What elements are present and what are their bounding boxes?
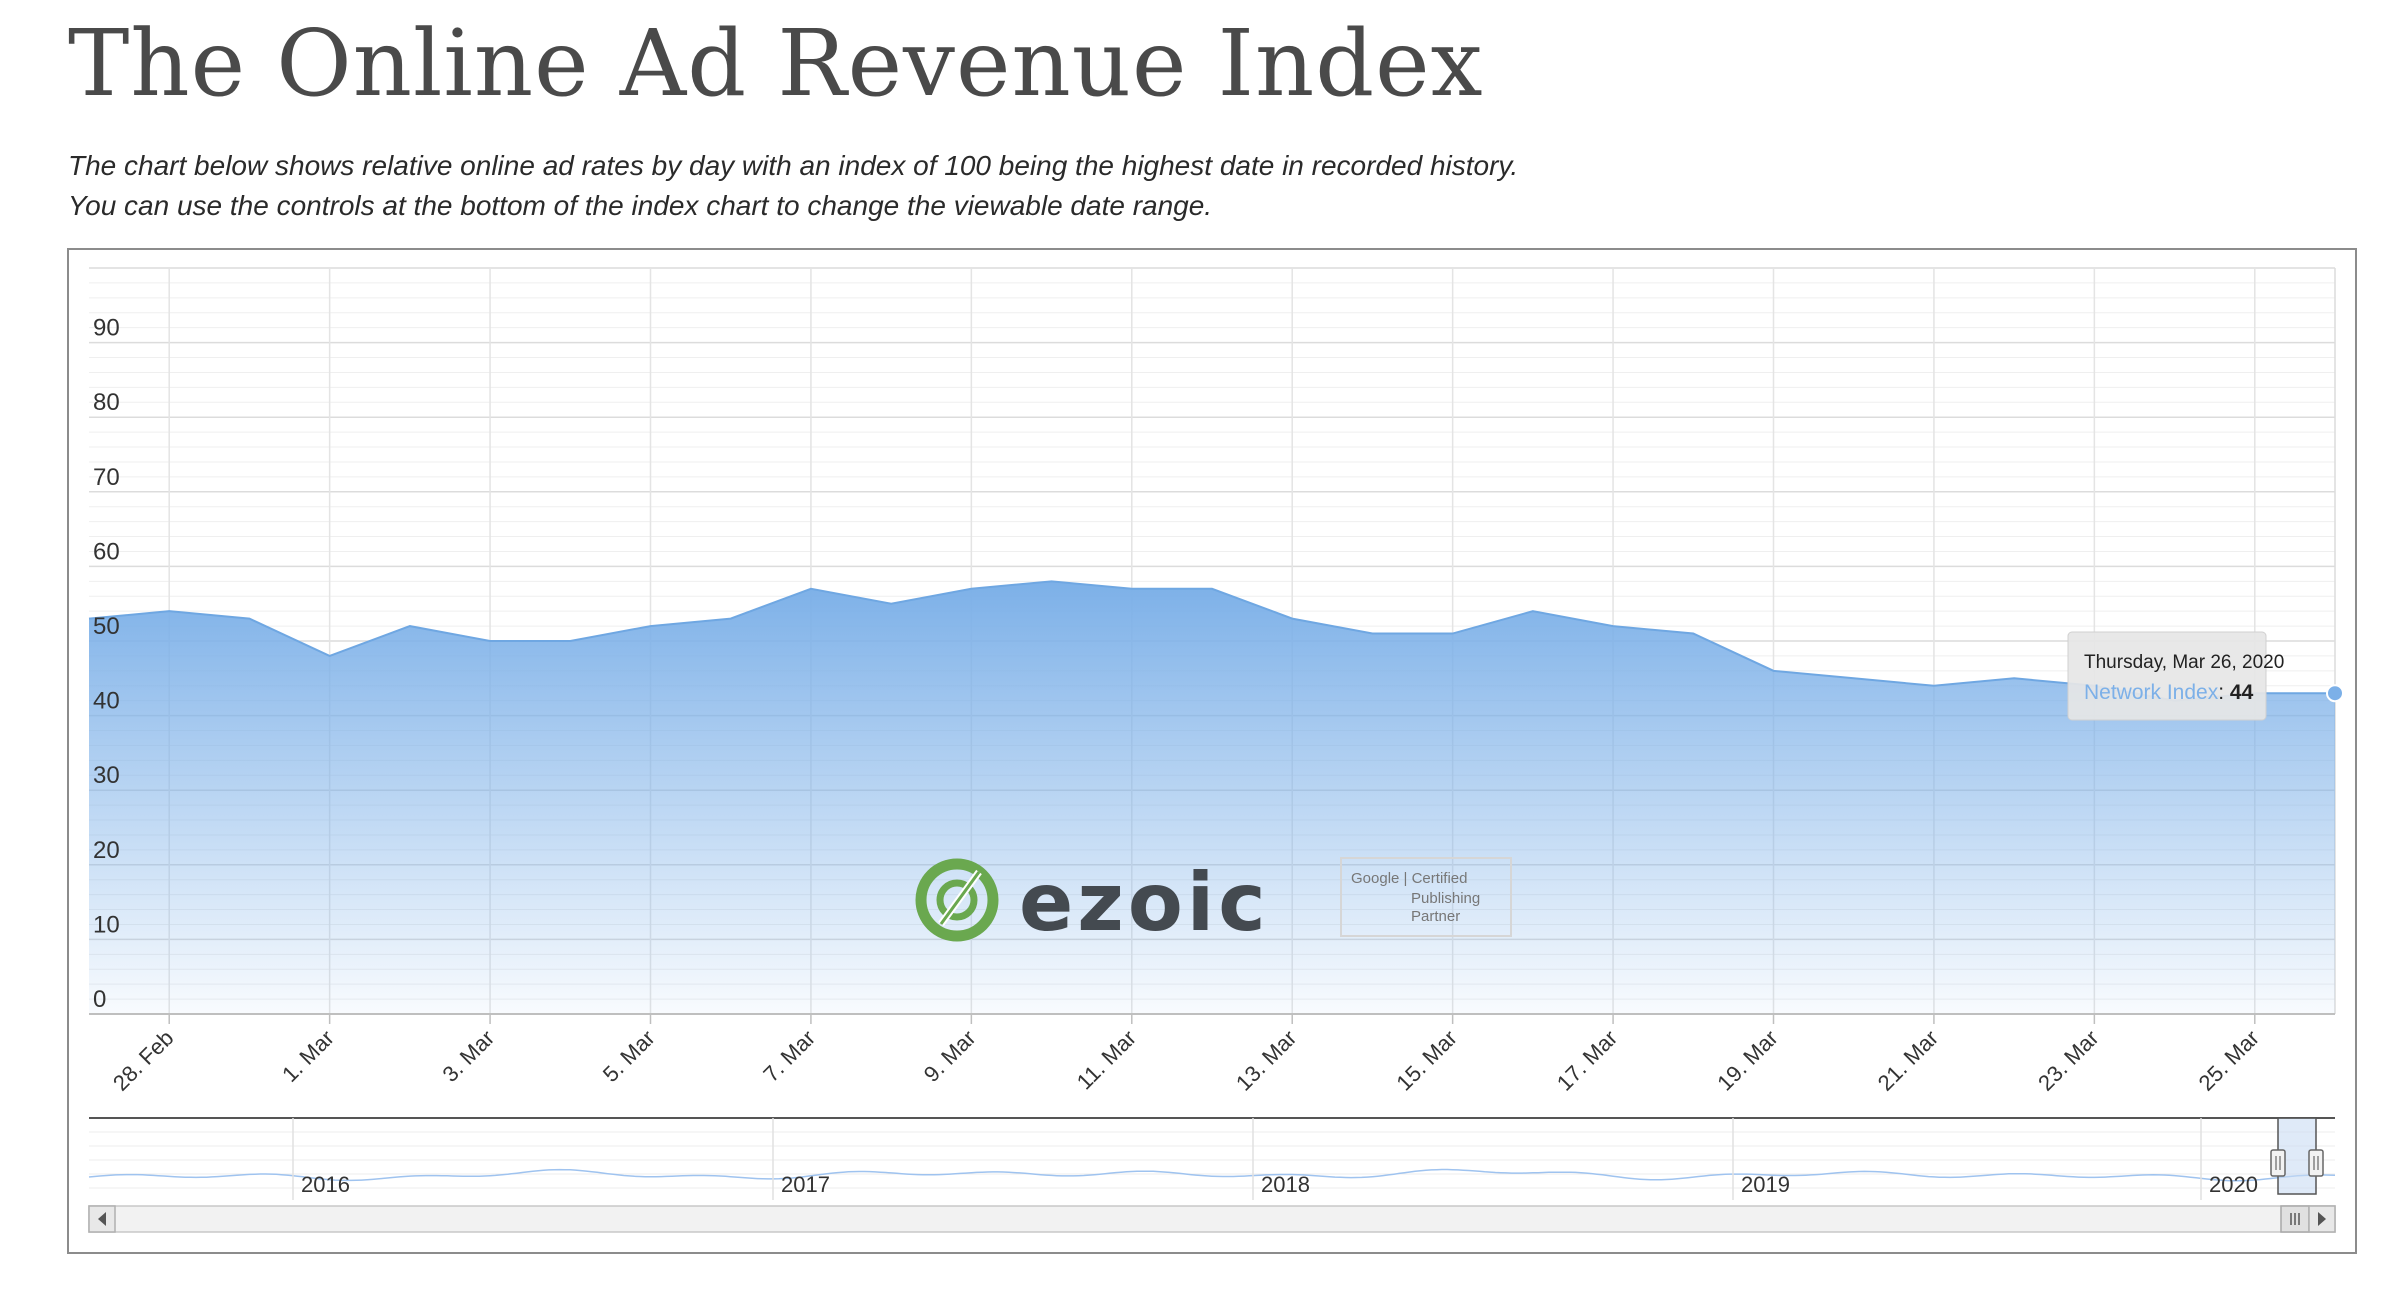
navigator-right-handle[interactable] xyxy=(2308,1149,2324,1177)
intro-text-line-2: You can use the controls at the bottom o… xyxy=(68,190,1213,221)
x-tick-label: 5. Mar xyxy=(598,1025,660,1087)
navigator-year-label: 2019 xyxy=(1741,1172,1790,1197)
x-tick-label: 1. Mar xyxy=(277,1025,339,1087)
y-tick-label: 10 xyxy=(93,911,120,938)
navigator[interactable]: 2016 2017 2018 2019 2020 xyxy=(88,1117,2336,1200)
y-tick-label: 50 xyxy=(93,613,120,640)
navigator-year-label: 2017 xyxy=(781,1172,830,1197)
x-tick-label: 21. Mar xyxy=(1873,1025,1943,1095)
scroll-left-button[interactable] xyxy=(88,1205,116,1233)
tooltip-value-line: Network Index: 44 xyxy=(2084,681,2254,704)
tooltip-box xyxy=(2067,631,2267,721)
tooltip-date: Thursday, Mar 26, 2020 xyxy=(2084,652,2284,673)
x-tick-label: 13. Mar xyxy=(1231,1025,1301,1095)
ezoic-logo-icon xyxy=(915,858,999,942)
x-tick-label: 23. Mar xyxy=(2033,1025,2103,1095)
x-tick-label: 9. Mar xyxy=(919,1025,981,1087)
x-tick-label: 15. Mar xyxy=(1391,1025,1461,1095)
y-tick-label: 30 xyxy=(93,762,120,789)
y-tick-label: 70 xyxy=(93,464,120,491)
arrow-right-icon xyxy=(2318,1212,2326,1226)
x-tick-label: 3. Mar xyxy=(437,1025,499,1087)
navigator-year-label: 2018 xyxy=(1261,1172,1310,1197)
x-tick-label: 17. Mar xyxy=(1552,1025,1622,1095)
chart-container: ezoic Google | Certified Publishing Part… xyxy=(67,248,2357,1254)
badge-line-3: Partner xyxy=(1411,908,1460,925)
google-partner-badge xyxy=(1340,857,1512,937)
x-tick-label: 11. Mar xyxy=(1072,1025,1141,1094)
scrollbar-track[interactable] xyxy=(88,1205,2336,1233)
badge-line-1: Google | Certified xyxy=(1351,870,1467,887)
scrollbar[interactable] xyxy=(88,1205,2336,1233)
tooltip-series-name: Network Index xyxy=(2084,681,2219,704)
y-tick-label: 60 xyxy=(93,538,120,565)
x-tick-label: 7. Mar xyxy=(758,1025,820,1087)
navigator-year-label: 2016 xyxy=(301,1172,350,1197)
y-tick-label: 40 xyxy=(93,688,120,715)
series-area-network-index xyxy=(89,581,2335,1014)
x-tick-label: 28. Feb xyxy=(108,1025,178,1095)
navigator-year-label: 2020 xyxy=(2209,1172,2258,1197)
y-tick-label: 90 xyxy=(93,315,120,342)
navigator-left-handle[interactable] xyxy=(2270,1149,2286,1177)
tooltip-value: 44 xyxy=(2230,681,2254,704)
badge-line-2: Publishing xyxy=(1411,890,1480,907)
y-tick-label: 80 xyxy=(93,389,120,416)
navigator-series xyxy=(88,1168,2336,1182)
hover-point-marker[interactable] xyxy=(2326,684,2344,703)
x-tick-label: 19. Mar xyxy=(1712,1025,1782,1095)
chart-tooltip: Thursday, Mar 26, 2020 Network Index: 44 xyxy=(2067,631,2284,721)
scroll-right-button[interactable] xyxy=(2308,1205,2336,1233)
series-line-network-index xyxy=(88,580,2335,702)
ezoic-watermark: ezoic Google | Certified Publishing Part… xyxy=(915,856,1512,949)
intro-text-line-1: The chart below shows relative online ad… xyxy=(68,150,1519,181)
y-tick-label: 0 xyxy=(93,986,106,1013)
x-tick-label: 25. Mar xyxy=(2194,1025,2264,1095)
arrow-left-icon xyxy=(98,1212,106,1226)
page-title: The Online Ad Revenue Index xyxy=(68,10,1484,117)
ezoic-brand-text: ezoic xyxy=(1019,856,1270,949)
scrollbar-thumb[interactable] xyxy=(2280,1205,2310,1233)
y-tick-label: 20 xyxy=(93,837,120,864)
plot-area xyxy=(88,580,2344,1014)
chart-svg: ezoic Google | Certified Publishing Part… xyxy=(88,267,2344,1233)
